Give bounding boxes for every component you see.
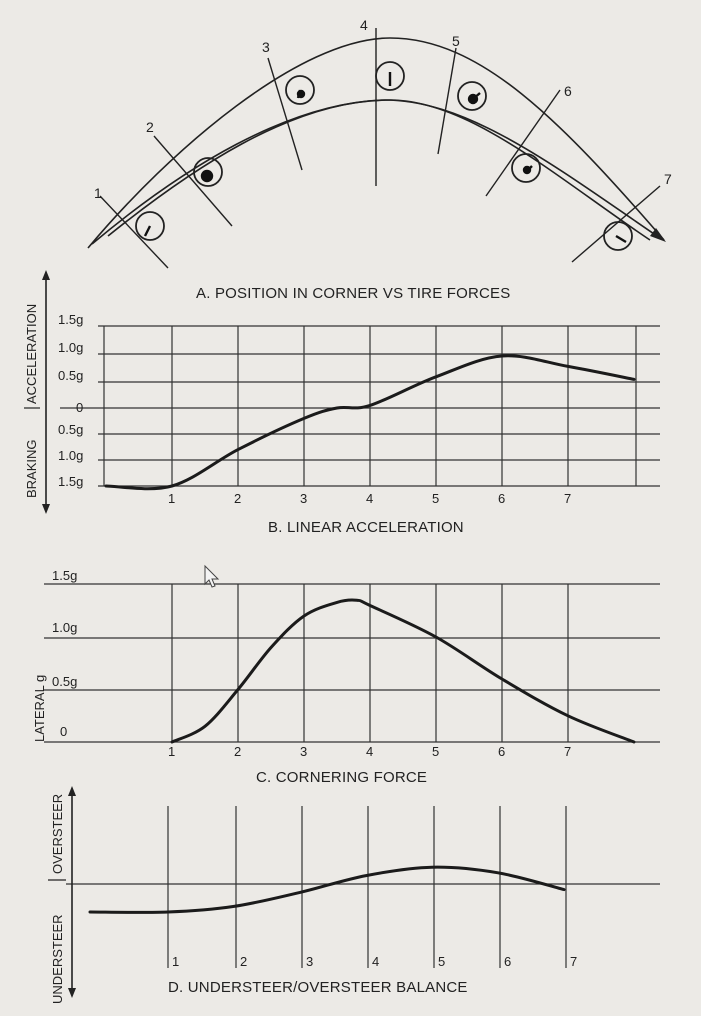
mouse-cursor-icon [204,564,220,588]
panel-b-axis-arrow-down [42,504,50,514]
tire-force-circle-4 [375,61,405,91]
panel-b-xtick: 5 [432,491,439,506]
position-label-3: 3 [262,39,270,55]
balance-curve [88,865,566,914]
panel-b-axis-arrow-up [42,270,50,280]
panel-b-ytick: 1.0g [58,448,83,463]
panel-d-axis-label-understeer: UNDERSTEER [50,914,65,1004]
panel-d-balance: OVERSTEER UNDERSTEER 1 2 3 4 5 6 7 D. UN… [48,786,660,1004]
panel-c-ytick: 0 [60,724,67,739]
panel-b-xtick: 6 [498,491,505,506]
panel-b-xtick: 7 [564,491,571,506]
position-line-1 [99,195,169,269]
panel-b-xtick: 1 [168,491,175,506]
tire-force-circle-5 [457,81,487,111]
racing-line-arrowhead [650,228,666,242]
panel-b-xtick: 2 [234,491,241,506]
panel-b-ytick: 1.5g [58,474,83,489]
road-inner-edge [91,99,651,245]
panel-c-xtick: 2 [234,744,241,759]
panel-a-caption: A. POSITION IN CORNER VS TIRE FORCES [196,285,510,302]
panel-b-linear-acceleration: ACCELERATION BRAKING 1.5g 1.0g 0.5g 0 0.… [24,270,660,536]
panel-c-caption: C. CORNERING FORCE [256,769,427,786]
position-line-7 [571,185,661,263]
panel-a-corner-position: 1 2 3 4 5 6 7 [87,17,672,302]
panel-b-axis-label-braking: BRAKING [24,439,39,498]
racing-line [107,99,661,239]
panel-c-ytick: 1.5g [52,568,77,583]
tire-force-circle-2 [193,157,223,187]
panel-b-axis-label-acceleration: ACCELERATION [24,304,39,404]
panel-c-ytick: 1.0g [52,620,77,635]
panel-d-xtick: 4 [372,954,379,969]
cornering-force-curve [170,598,636,744]
panel-d-grid [66,806,660,968]
panel-b-ytick: 0.5g [58,422,83,437]
panel-c-xtick: 5 [432,744,439,759]
panel-b-ytick: 1.0g [58,340,83,355]
position-label-6: 6 [564,83,572,99]
panel-b-caption: B. LINEAR ACCELERATION [268,519,464,536]
panel-c-axis-label: LATERAL g [32,675,47,742]
panel-d-xtick: 1 [172,954,179,969]
panel-d-xtick: 6 [504,954,511,969]
panel-d-axis-label-oversteer: OVERSTEER [50,794,65,874]
tire-force-circle-3 [285,75,315,105]
panel-d-xtick: 2 [240,954,247,969]
road-outer-edge [87,37,665,249]
panel-d-caption: D. UNDERSTEER/OVERSTEER BALANCE [168,979,468,996]
position-line-3 [267,57,303,171]
position-label-2: 2 [146,119,154,135]
panel-d-xtick: 5 [438,954,445,969]
tire-force-circle-1 [135,211,165,241]
position-label-1: 1 [94,185,102,201]
panel-d-axis-arrow-up [68,786,76,796]
position-line-5 [437,47,457,155]
panel-d-axis-arrow-down [68,988,76,998]
panel-c-ytick: 0.5g [52,674,77,689]
panel-d-xtick: 7 [570,954,577,969]
panel-b-ytick: 1.5g [58,312,83,327]
panel-c-xtick: 3 [300,744,307,759]
panel-b-ytick: 0 [76,400,83,415]
panel-c-cornering-force: LATERAL g 1.5g 1.0g 0.5g 0 1 2 3 4 5 6 7… [32,564,660,786]
position-line-2 [153,135,233,227]
position-label-7: 7 [664,171,672,187]
linear-acceleration-curve [104,354,636,491]
panel-b-ytick: 0.5g [58,368,83,383]
position-line-6 [485,89,561,197]
tire-force-circle-6 [511,153,541,183]
panel-b-xtick: 3 [300,491,307,506]
panel-c-grid [44,583,660,743]
panel-c-xtick: 6 [498,744,505,759]
panel-b-xtick: 4 [366,491,373,506]
panel-d-xtick: 3 [306,954,313,969]
tire-force-circle-7 [603,221,633,251]
panel-c-xtick: 1 [168,744,175,759]
position-label-4: 4 [360,17,368,33]
panel-c-xtick: 4 [366,744,373,759]
panel-c-xtick: 7 [564,744,571,759]
position-label-5: 5 [452,33,460,49]
